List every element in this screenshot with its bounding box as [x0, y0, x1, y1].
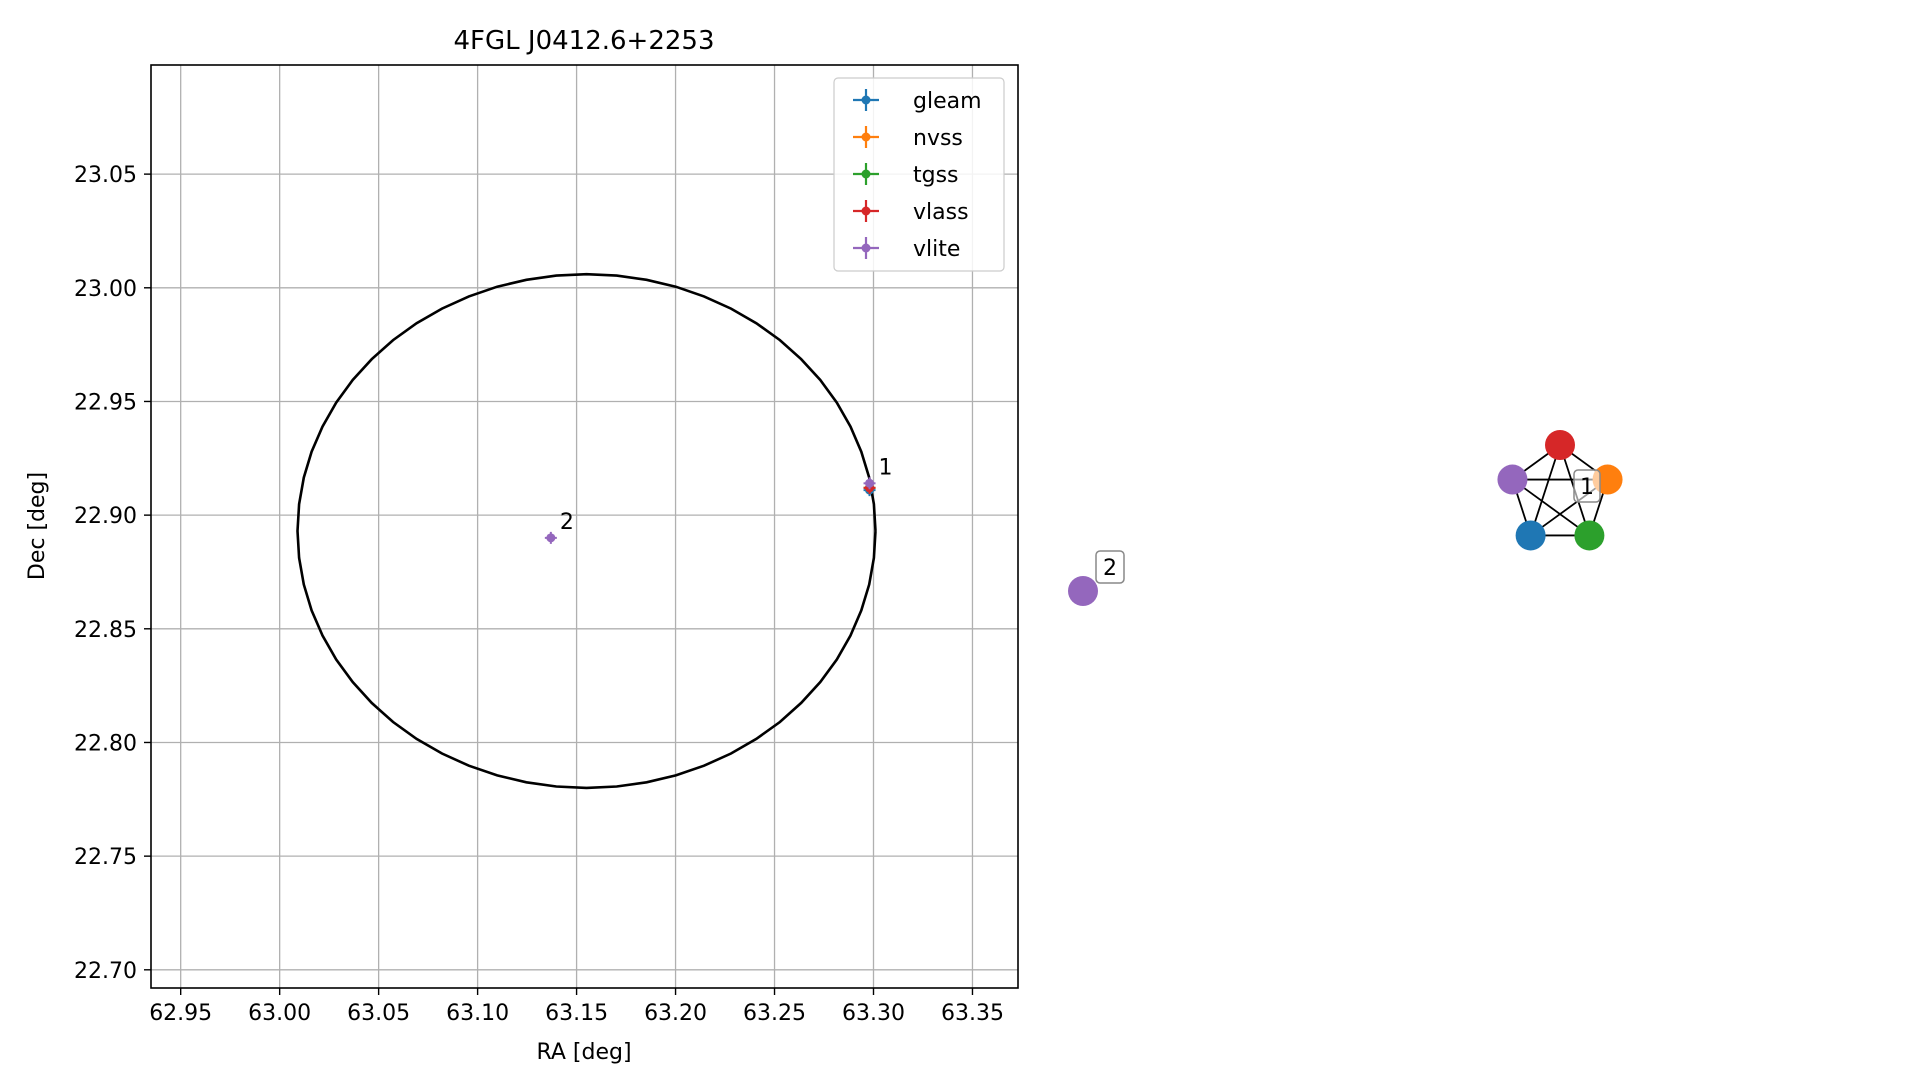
x-tick-label: 63.25: [743, 1001, 806, 1026]
x-tick-label: 63.30: [842, 1001, 905, 1026]
network-node-gleam: [1515, 520, 1546, 551]
y-axis-label: Dec [deg]: [25, 472, 50, 580]
points-layer: [544, 477, 876, 544]
legend-label: vlass: [913, 200, 969, 225]
y-tick-label: 23.00: [74, 277, 137, 302]
y-tick-label: 22.85: [74, 618, 137, 643]
network-edge: [1529, 444, 1561, 536]
svg-text:1: 1: [1580, 475, 1594, 500]
y-ticks: 22.70 22.75 22.80 22.85 22.90 22.95 23.00 23.05: [74, 163, 151, 984]
annotations: 12: [560, 455, 893, 535]
x-tick-label: 62.95: [149, 1001, 212, 1026]
point-annotation: 1: [879, 455, 893, 480]
network-node-vlite: [1497, 464, 1528, 495]
group-label-1: 1: [1573, 469, 1601, 503]
legend-entry-gleam: gleam: [853, 89, 982, 114]
legend-label: tgss: [913, 163, 959, 188]
y-tick-label: 22.95: [74, 390, 137, 415]
network-node-tgss: [1574, 520, 1605, 551]
network-node-vlite: [1068, 576, 1098, 606]
y-tick-label: 22.80: [74, 731, 137, 756]
legend-entry-tgss: tgss: [853, 163, 959, 188]
x-tick-label: 63.05: [347, 1001, 410, 1026]
x-tick-label: 63.20: [644, 1001, 707, 1026]
legend-label: vlite: [913, 237, 960, 262]
plot-frame: [150, 64, 1019, 989]
legend-entry-nvss: nvss: [853, 126, 963, 151]
x-tick-label: 63.10: [446, 1001, 509, 1026]
confidence-ellipse: [296, 272, 877, 790]
network-edge: [1511, 478, 1590, 537]
x-ticks: 62.95 63.00 63.05 63.10 63.15 63.20 63.25 63.30…: [149, 988, 1004, 1026]
legend-label: gleam: [913, 89, 982, 114]
legend-entry-vlite: vlite: [853, 237, 960, 262]
legend-label: nvss: [913, 126, 963, 151]
legend-box: [833, 77, 1005, 272]
vlite-point: [863, 477, 876, 490]
x-axis-label: RA [deg]: [536, 1040, 631, 1065]
svg-text:2: 2: [1103, 556, 1117, 581]
plot-title: 4FGL J0412.6+2253: [454, 26, 715, 56]
y-tick-label: 22.75: [74, 845, 137, 870]
vlite-point: [544, 531, 557, 544]
x-tick-label: 63.00: [248, 1001, 311, 1026]
ellipse-layer: [296, 272, 877, 790]
y-tick-label: 22.70: [74, 959, 137, 984]
network-node-vlass: [1545, 430, 1575, 460]
y-tick-label: 22.90: [74, 504, 137, 529]
network-graph: 12: [1068, 430, 1623, 606]
y-tick-label: 23.05: [74, 163, 137, 188]
point-annotation: 2: [560, 510, 574, 535]
x-tick-label: 63.35: [941, 1001, 1004, 1026]
legend-entry-vlass: vlass: [853, 200, 969, 225]
legend: gleam nvss tgss vlass vlite: [833, 77, 1005, 272]
sky-position-plot: 4FGL J0412.6+2253 12 62.95 63.00 63.05 63.1…: [25, 26, 1019, 1065]
x-tick-label: 63.15: [545, 1001, 608, 1026]
group-label-2: 2: [1095, 550, 1125, 584]
